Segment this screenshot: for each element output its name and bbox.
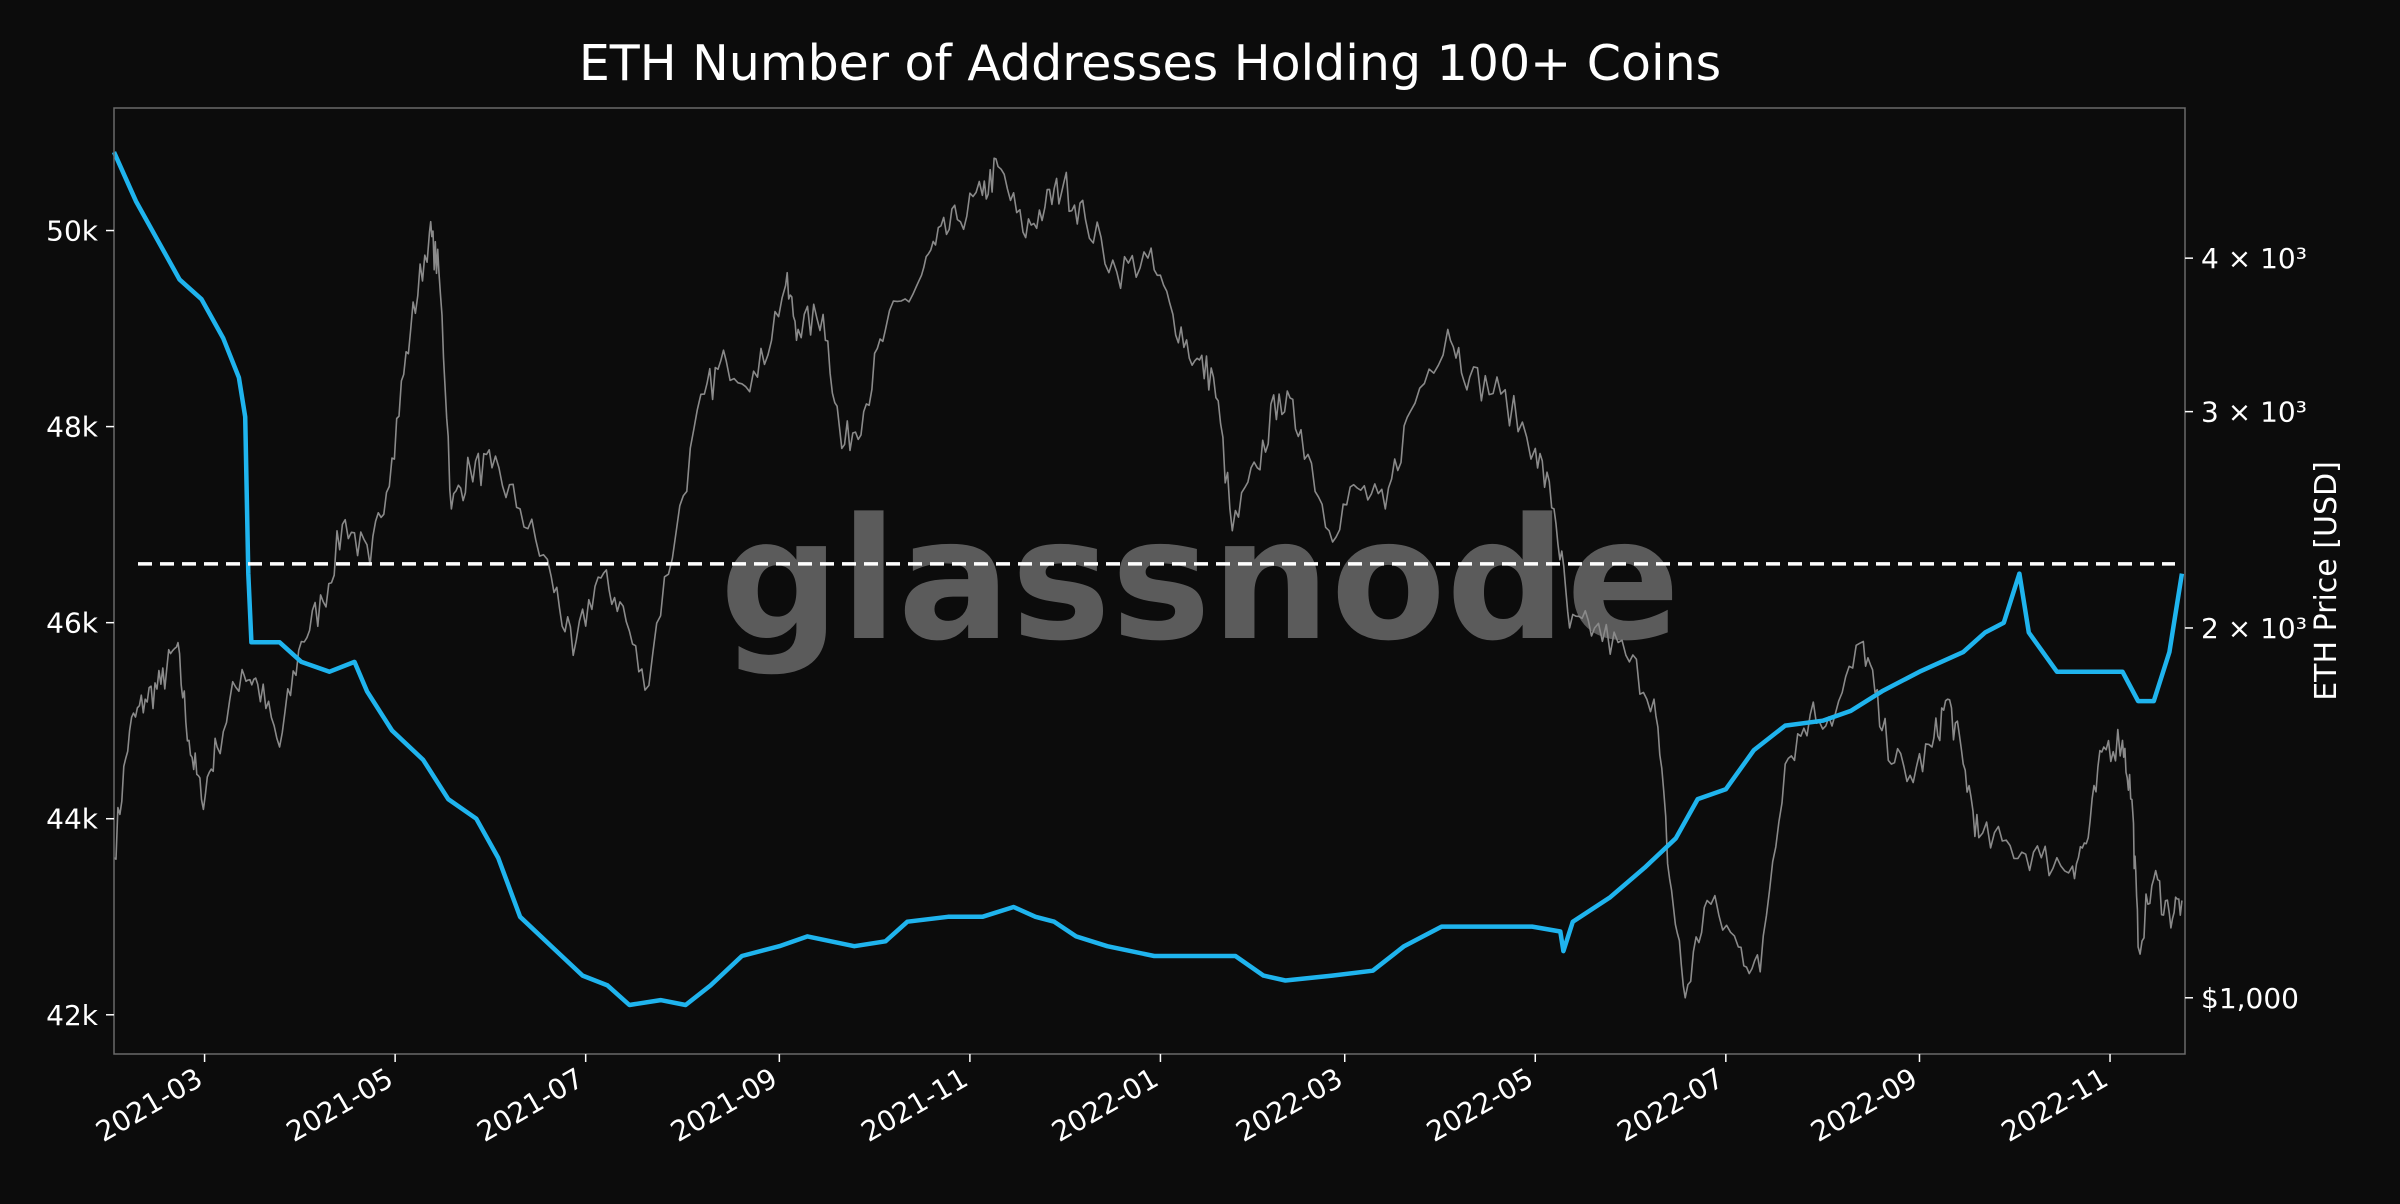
left-y-tick-label: 46k: [46, 607, 99, 640]
right-y-tick-label: 4 × 10³: [2201, 242, 2307, 275]
left-y-tick-label: 44k: [46, 803, 99, 836]
right-y-tick-label: 2 × 10³: [2201, 612, 2307, 645]
address-series-line: [111, 151, 2185, 1008]
right-y-tick-label: 3 × 10³: [2201, 396, 2307, 429]
right-y-tick-label: $1,000: [2201, 982, 2299, 1015]
price-series-line: [113, 157, 2183, 999]
watermark: glassnode: [720, 482, 1680, 678]
plot-frame: [113, 107, 2186, 1055]
left-y-tick-label: 50k: [46, 215, 99, 248]
price-series-layer: [113, 157, 2183, 999]
left-y-axis: 42k 44k 46k 48k 50k: [46, 215, 114, 1032]
left-y-tick-label: 42k: [46, 999, 99, 1032]
chart-title: ETH Number of Addresses Holding 100+ Coi…: [579, 35, 1721, 92]
address-series-layer: [111, 151, 2185, 1008]
right-y-axis-label: ETH Price [USD]: [2309, 461, 2344, 701]
right-y-axis: $1,000 2 × 10³ 3 × 10³ 4 × 10³: [2185, 242, 2307, 1015]
left-y-tick-label: 48k: [46, 411, 99, 444]
